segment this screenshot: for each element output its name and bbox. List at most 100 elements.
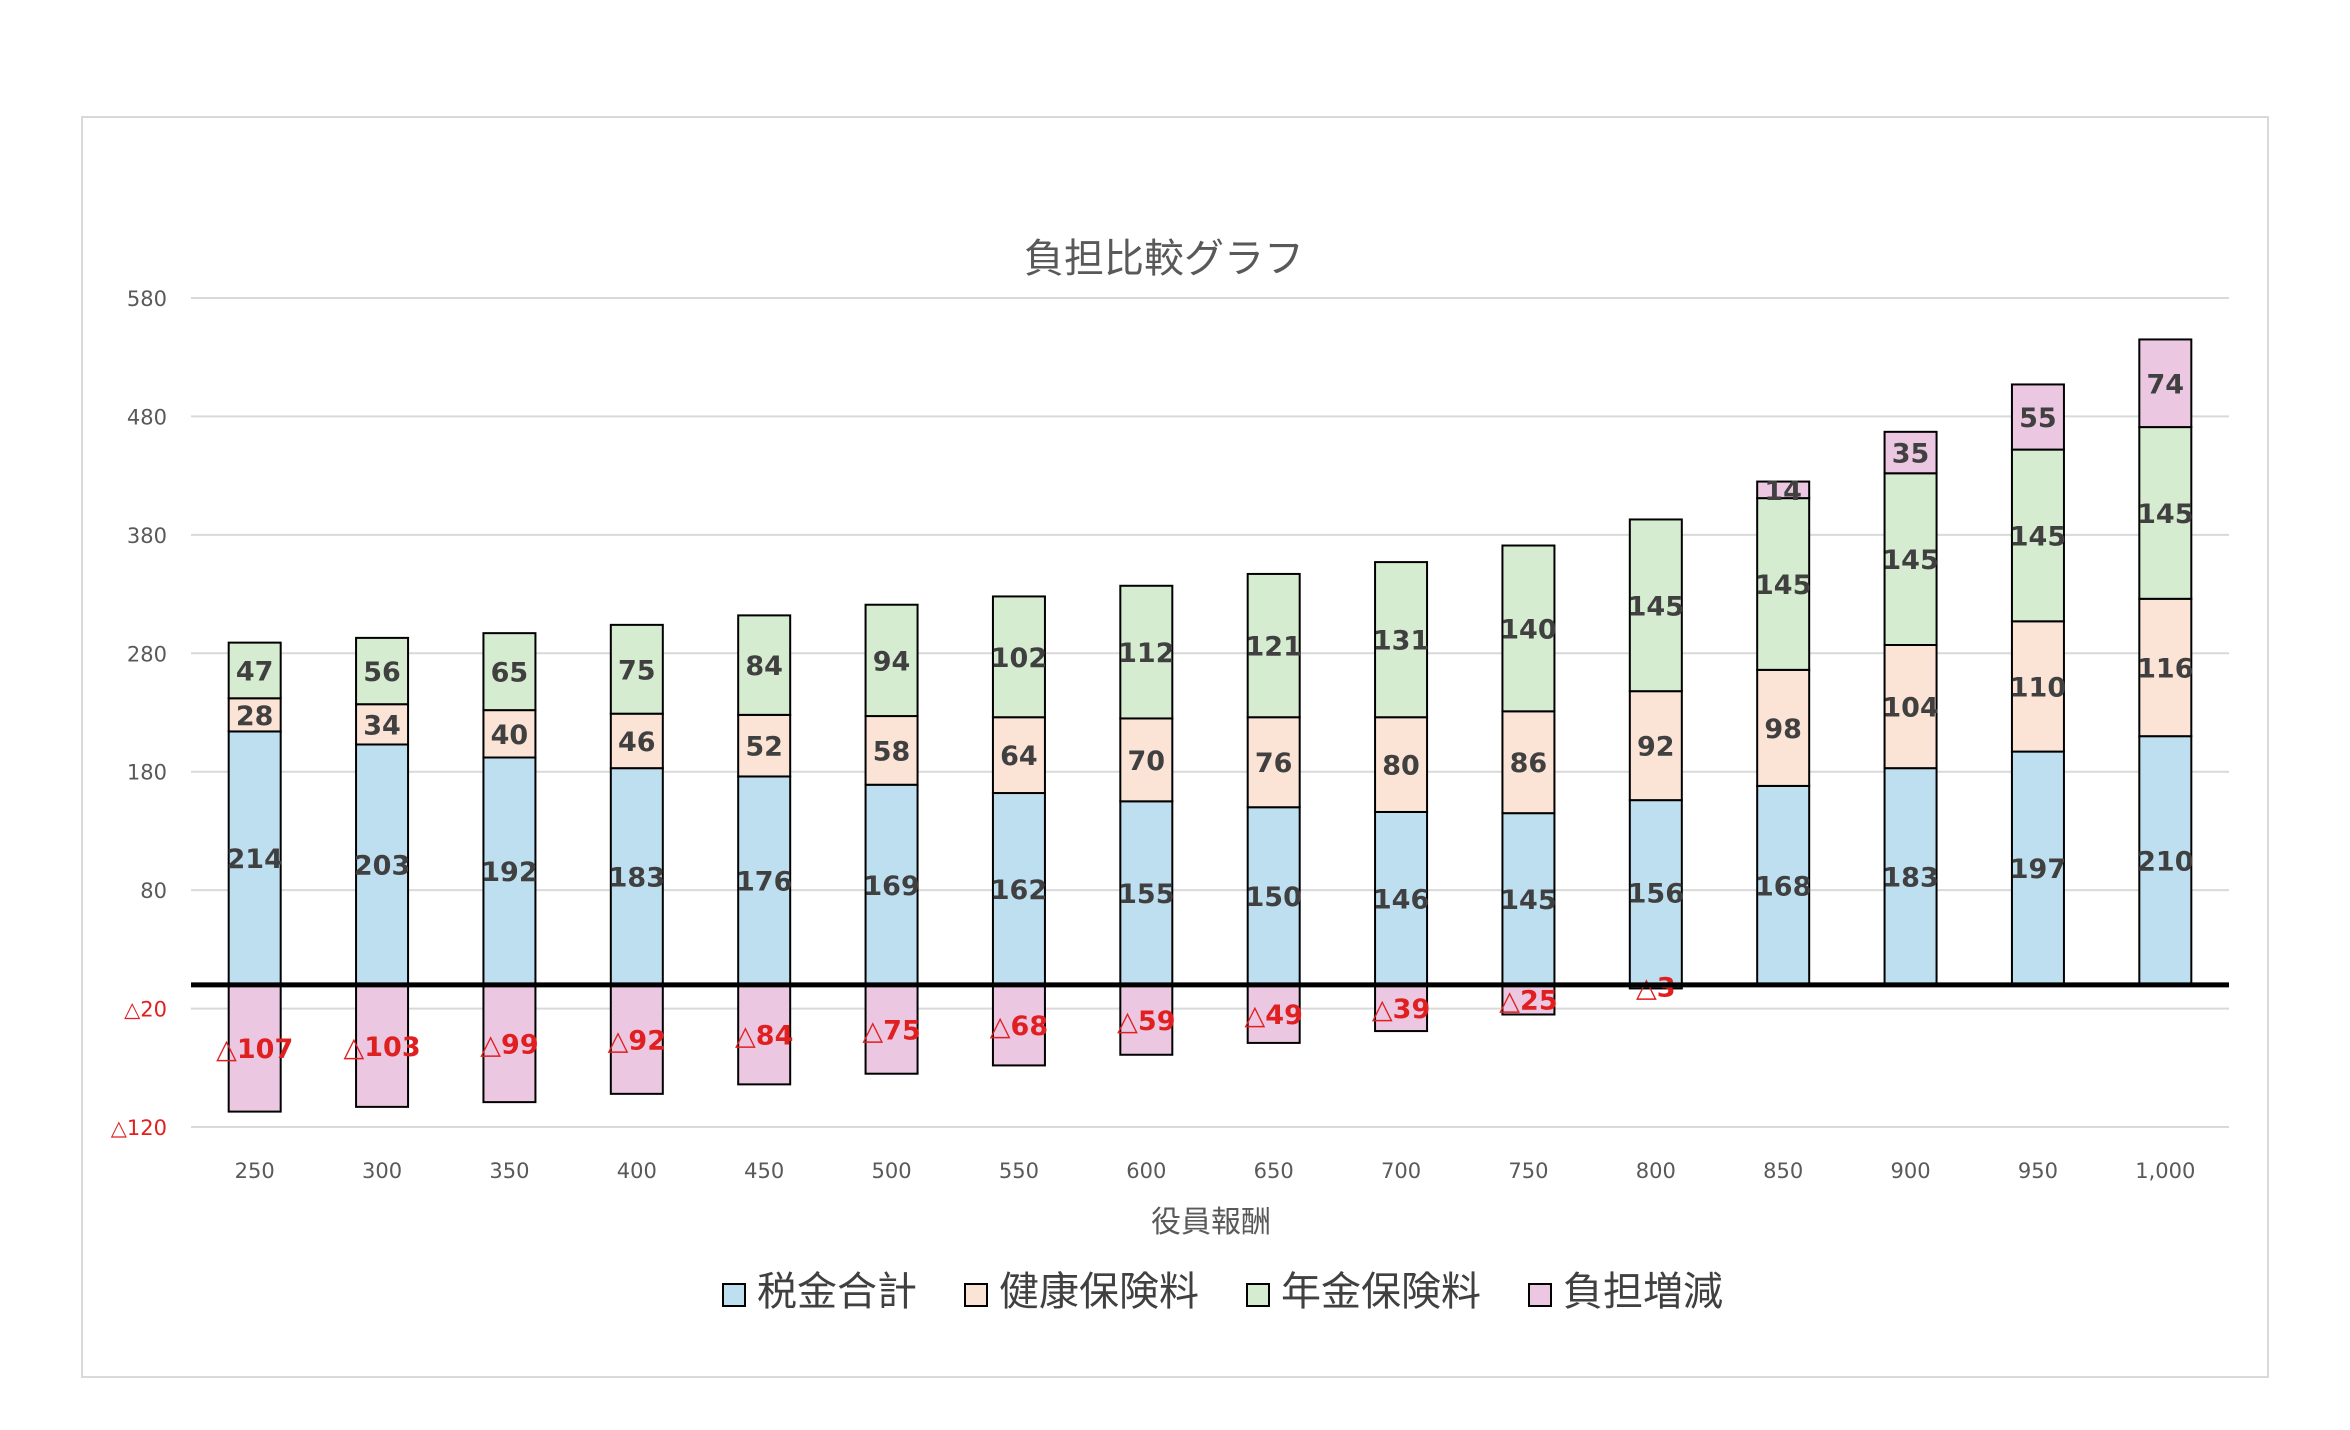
legend-item: 税金合計: [722, 1269, 917, 1315]
data-label: △59: [1117, 1006, 1175, 1037]
data-label: 176: [736, 867, 792, 898]
data-label: △39: [1372, 994, 1430, 1025]
bar-segment: [609, 623, 664, 715]
x-tick-label: 800: [1636, 1159, 1676, 1183]
x-tick-label: 1,000: [2135, 1159, 2195, 1183]
data-label: 40: [491, 720, 529, 751]
bar-segment: [991, 595, 1046, 719]
data-label: 145: [1628, 591, 1684, 622]
y-tick-label: 280: [127, 642, 167, 666]
bar-segment: [2138, 426, 2193, 600]
x-axis-label: 役員報酬: [1151, 1205, 1271, 1240]
bar-segment: [737, 614, 792, 716]
x-tick-label: 450: [744, 1159, 784, 1183]
x-axis-ticks: 250 300 350 400 450 500 550 600 650 700 750 800 850 9…: [235, 1159, 2196, 1183]
x-tick-label: 550: [999, 1159, 1039, 1183]
bar-segment: [1501, 983, 1556, 1016]
bar-segment: [355, 983, 410, 1108]
data-label: △75: [862, 1015, 920, 1046]
bar-segment: [737, 775, 792, 986]
bar-segment: [1246, 806, 1301, 986]
data-label: 64: [1000, 741, 1038, 772]
data-label: 86: [1510, 748, 1548, 779]
data-label: 70: [1128, 746, 1166, 777]
bar-segment: [1628, 690, 1683, 802]
legend-label: 健康保険料: [999, 1269, 1199, 1315]
data-label: 162: [991, 875, 1047, 906]
chart-area: 負担比較グラフ 580 480 380 280 180 80 △20 △120 214 28 47…: [81, 116, 2269, 1378]
bar-segment: [864, 983, 919, 1075]
y-tick-label: 580: [127, 287, 167, 311]
bar-segment: [1374, 716, 1429, 813]
bar-segment: [2138, 735, 2193, 986]
legend: 税金合計 健康保険料 年金保険料 負担増減: [722, 1269, 1723, 1315]
bar-segment: [991, 716, 1046, 795]
data-label: 150: [1246, 882, 1302, 913]
data-labels: 214 28 47 △107 203 34 56 △103 192 40 65 △99 183 46 75 △…: [216, 369, 2193, 1065]
bar-segment: [1883, 472, 1938, 646]
bar-segment: [1119, 584, 1174, 720]
legend-label: 負担増減: [1563, 1269, 1723, 1315]
bar-segment: [1246, 572, 1301, 719]
y-axis-ticks: 580 480 380 280 180 80 △20 △120: [111, 287, 167, 1140]
data-label: 145: [2137, 499, 2193, 530]
bar-segment: [355, 636, 410, 706]
bar-segment: [1883, 767, 1938, 986]
data-label: △92: [608, 1025, 666, 1056]
data-label: 112: [1118, 638, 1174, 669]
data-label: △68: [990, 1011, 1048, 1042]
data-label: 210: [2137, 847, 2193, 878]
data-label: 183: [609, 863, 665, 894]
y-tick-label: 80: [140, 879, 167, 903]
data-label: △84: [735, 1021, 793, 1052]
data-label: 203: [354, 851, 410, 882]
bar-segment: [482, 983, 537, 1104]
bar-segment: [1501, 710, 1556, 815]
data-label: 156: [1628, 879, 1684, 910]
y-tick-label: 480: [127, 405, 167, 429]
bar-segment: [2138, 338, 2193, 429]
y-tick-label: △120: [111, 1116, 167, 1140]
chart-title: 負担比較グラフ: [1024, 236, 1304, 282]
bar-segment: [227, 730, 282, 986]
data-label: 116: [2137, 653, 2193, 684]
legend-swatch: [722, 1283, 746, 1307]
data-label: 80: [1382, 751, 1420, 782]
data-label: △25: [1499, 986, 1557, 1017]
x-tick-label: 500: [872, 1159, 912, 1183]
bar-segment: [1628, 518, 1683, 693]
data-label: 131: [1373, 626, 1429, 657]
bar-segment: [1246, 716, 1301, 809]
data-label: 55: [2019, 403, 2057, 434]
bar-segment: [355, 743, 410, 986]
stacked-bar-chart: 負担比較グラフ 580 480 380 280 180 80 △20 △120 214 28 47…: [111, 236, 2229, 1315]
data-label: △3: [1636, 973, 1676, 1004]
data-label: 28: [236, 701, 274, 732]
legend-swatch: [964, 1283, 988, 1307]
data-label: 140: [1500, 614, 1556, 645]
x-tick-label: 400: [617, 1159, 657, 1183]
legend-swatch: [1528, 1283, 1552, 1307]
bar-segment: [2010, 448, 2065, 623]
x-tick-label: 600: [1126, 1159, 1166, 1183]
data-label: 65: [491, 658, 529, 689]
bar-segment: [482, 632, 537, 712]
bar-segment: [1756, 668, 1811, 787]
data-label: 145: [2010, 521, 2066, 552]
bar-segment: [1119, 800, 1174, 986]
data-label: 34: [363, 710, 401, 741]
y-tick-label: 180: [127, 761, 167, 785]
bar-segment: [1756, 784, 1811, 986]
legend-item: 年金保険料: [1246, 1269, 1481, 1315]
bar-segment: [991, 792, 1046, 986]
data-label: 75: [618, 655, 656, 686]
data-label: 56: [363, 657, 401, 688]
bar-segment: [991, 983, 1046, 1067]
data-label: 110: [2010, 672, 2066, 703]
bar-segment: [864, 603, 919, 718]
legend-item: 負担増減: [1528, 1269, 1723, 1315]
data-label: 169: [863, 871, 919, 902]
data-label: 145: [1500, 885, 1556, 916]
bar-segment: [1374, 983, 1429, 1033]
data-label: 35: [1892, 439, 1930, 470]
